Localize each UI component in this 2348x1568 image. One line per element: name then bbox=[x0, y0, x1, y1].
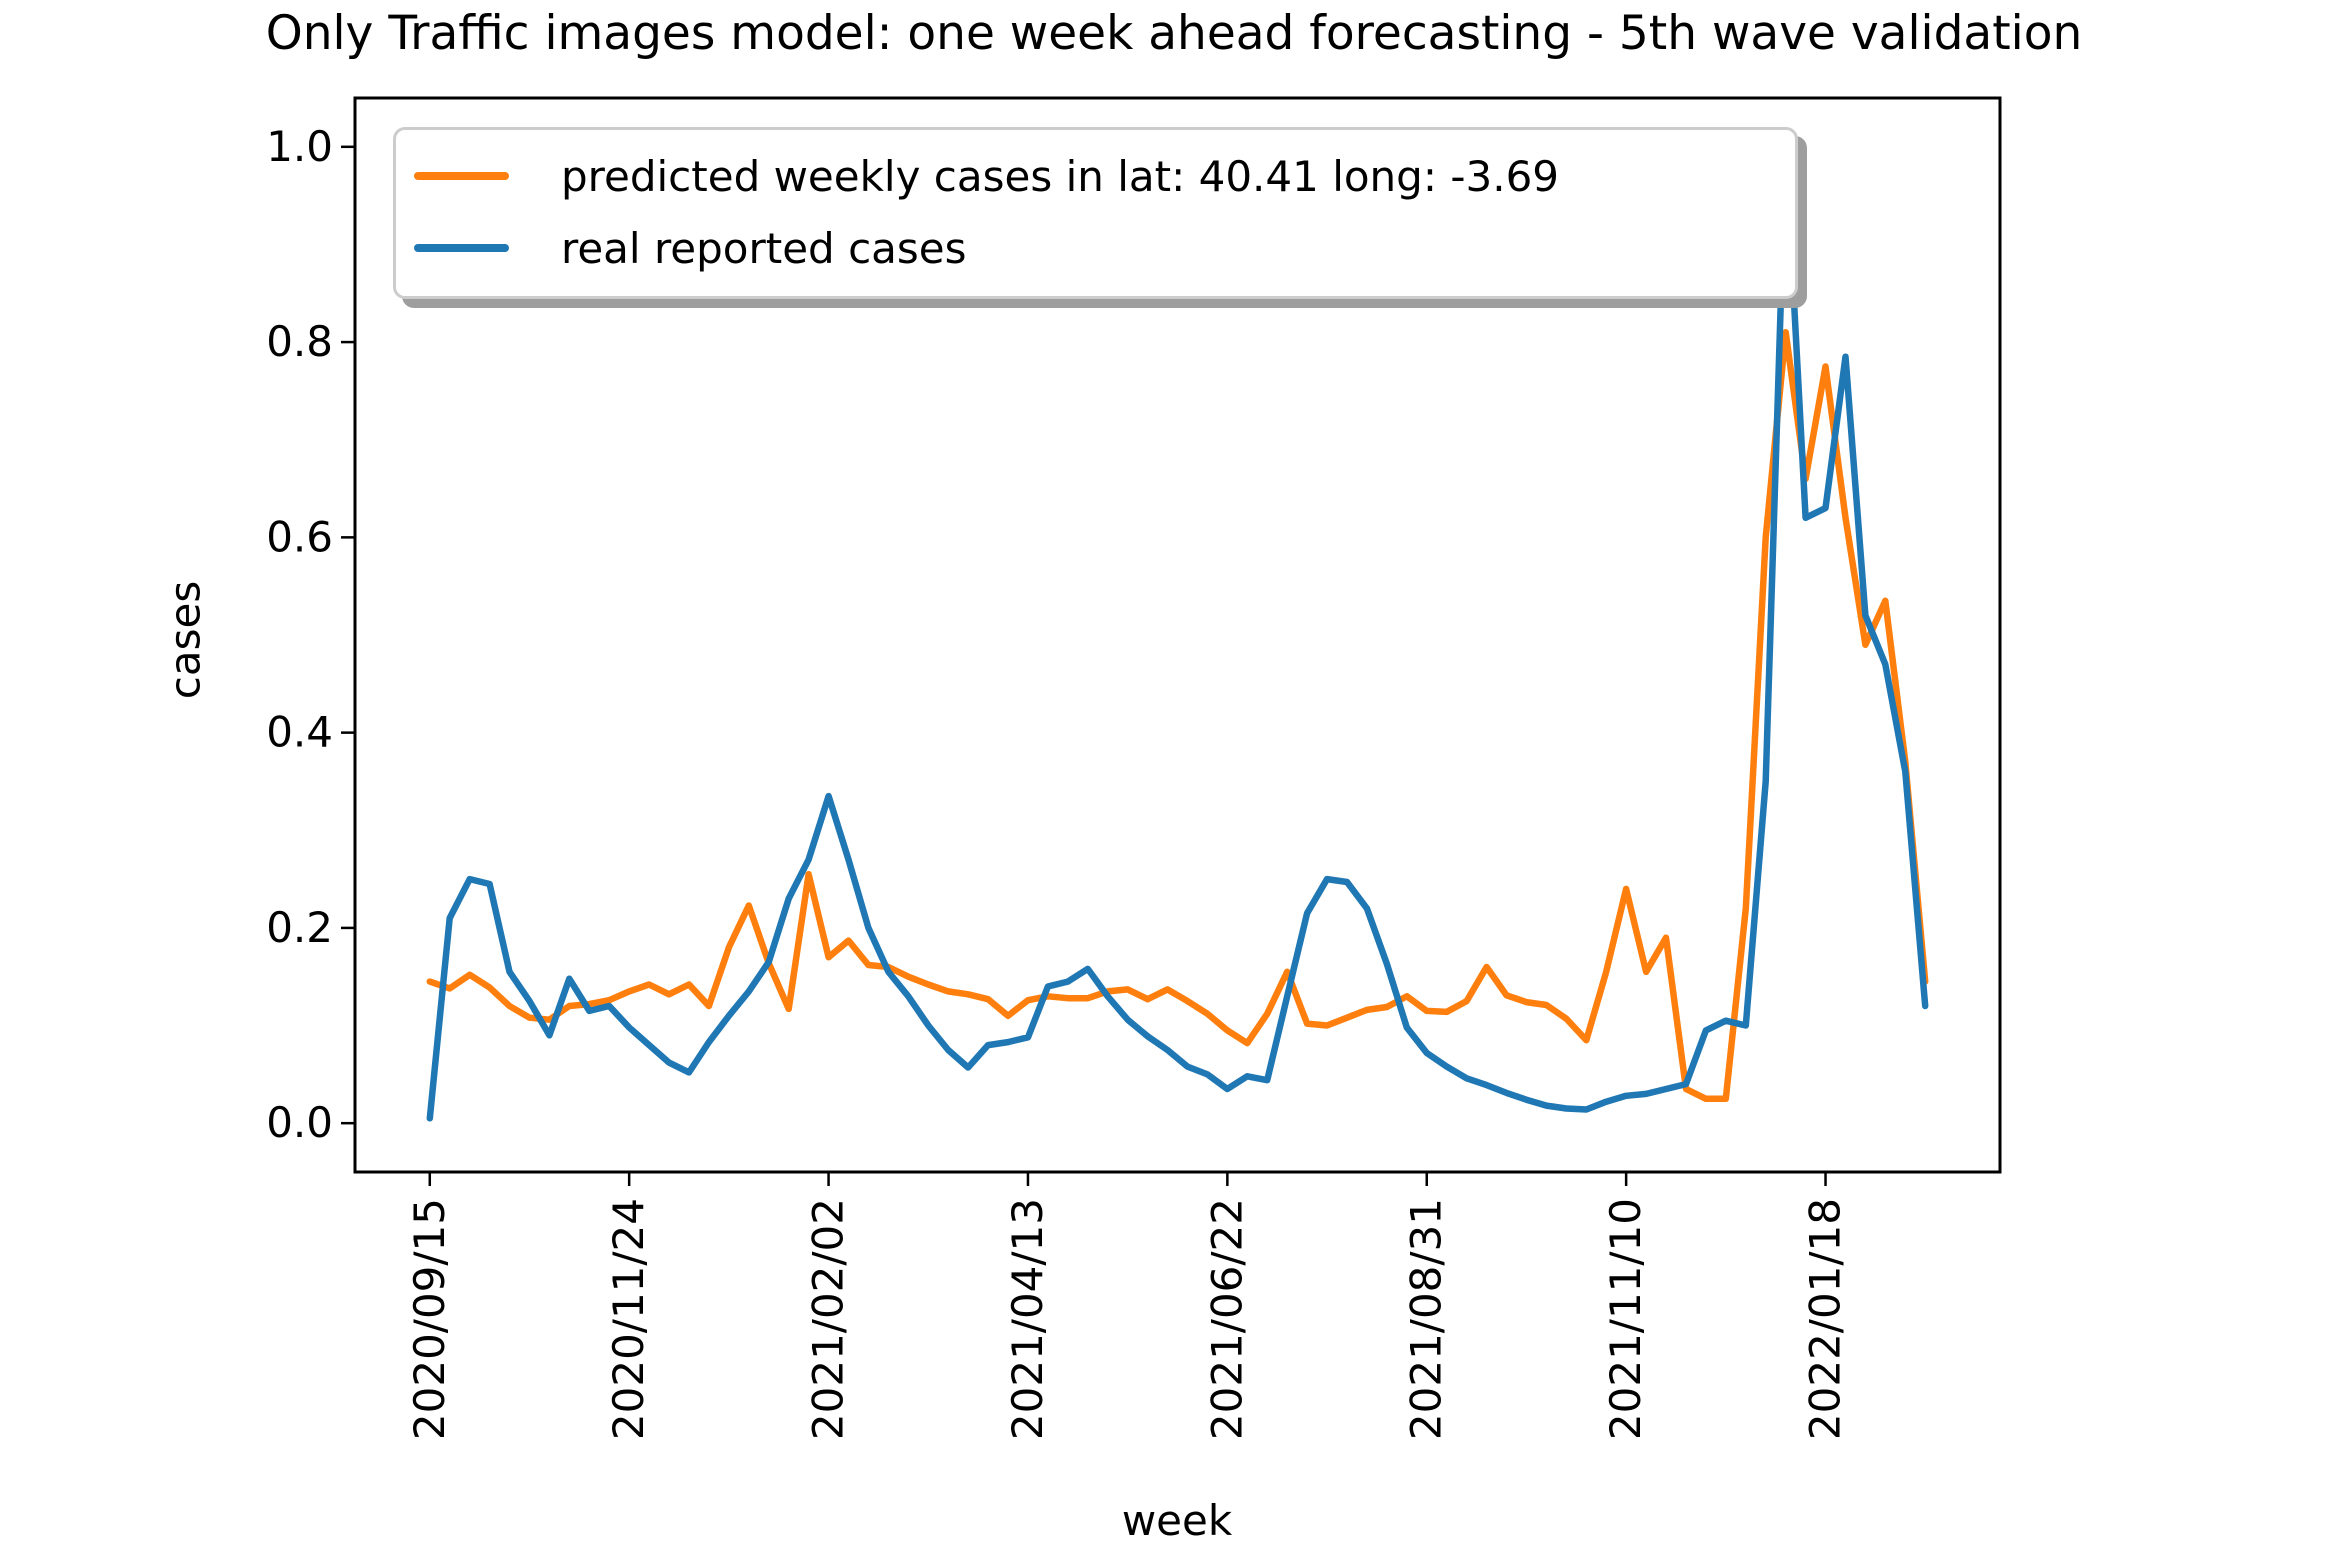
legend-label-predicted: predicted weekly cases in lat: 40.41 lon… bbox=[561, 151, 1560, 201]
x-tick-label: 2022/01/18 bbox=[1801, 1198, 1850, 1440]
x-tick-label: 2021/06/22 bbox=[1202, 1198, 1251, 1440]
chart-title: Only Traffic images model: one week ahea… bbox=[265, 6, 2083, 61]
x-tick-label: 2020/09/15 bbox=[405, 1198, 454, 1440]
series-line-real bbox=[426, 143, 1929, 1122]
legend: predicted weekly cases in lat: 40.41 lon… bbox=[393, 127, 1798, 299]
y-tick-label: 0.2 bbox=[266, 903, 333, 952]
y-tick-label: 0.6 bbox=[266, 512, 333, 561]
x-tick-label: 2020/11/24 bbox=[604, 1198, 653, 1440]
y-tick-label: 0.8 bbox=[266, 317, 333, 366]
y-axis-label: cases bbox=[160, 580, 210, 700]
x-tick-label: 2021/11/10 bbox=[1601, 1198, 1650, 1440]
legend-label-real: real reported cases bbox=[561, 223, 967, 273]
legend-swatch-real-icon bbox=[414, 244, 509, 252]
legend-swatch-predicted-icon bbox=[414, 172, 509, 180]
legend-item-predicted: predicted weekly cases in lat: 40.41 lon… bbox=[414, 140, 1771, 212]
series-line-predicted bbox=[426, 329, 1929, 1103]
y-tick-label: 1.0 bbox=[266, 122, 333, 171]
x-tick-label: 2021/02/02 bbox=[804, 1198, 853, 1440]
x-axis-label: week bbox=[1121, 1496, 1233, 1545]
legend-item-real: real reported cases bbox=[414, 212, 1771, 284]
y-tick-label: 0.0 bbox=[266, 1098, 333, 1147]
y-tick-label: 0.4 bbox=[266, 708, 333, 757]
axes-frame bbox=[353, 96, 2002, 1174]
x-tick-label: 2021/08/31 bbox=[1402, 1198, 1451, 1440]
x-tick-label: 2021/04/13 bbox=[1003, 1198, 1052, 1440]
